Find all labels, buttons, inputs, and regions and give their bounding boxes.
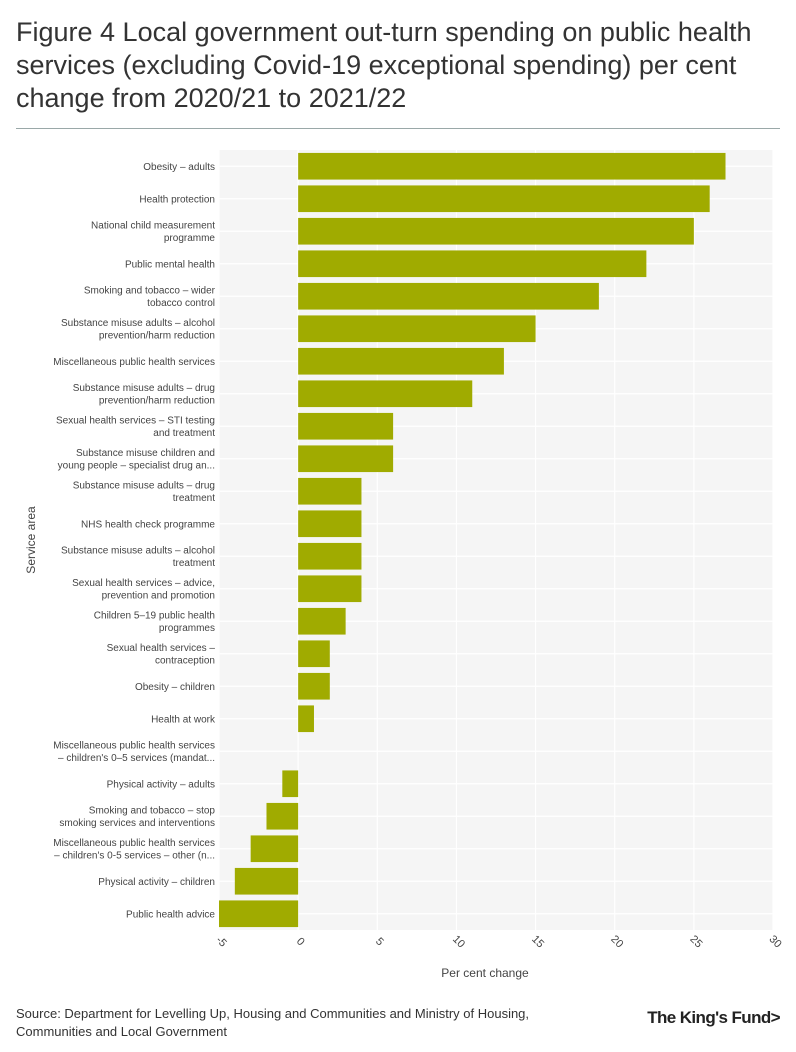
category-label: Public health advice [126, 909, 215, 920]
chart-title: Figure 4 Local government out-turn spend… [16, 17, 752, 113]
category-label: Sexual health services – STI testing and … [56, 416, 215, 440]
x-tick-label: 10 [450, 933, 467, 950]
bar [234, 867, 299, 895]
category-label: Physical activity – children [98, 877, 215, 888]
category-label: Public mental health [125, 259, 215, 270]
category-label: Physical activity – adults [107, 779, 215, 790]
bar [298, 152, 726, 180]
category-label: Sexual health services – advice, preventi… [72, 578, 215, 602]
category-label: Miscellaneous public health services – ch… [53, 838, 215, 862]
bars [219, 152, 726, 928]
x-tick-label: 5 [373, 935, 386, 948]
category-label: Smoking and tobacco – wider tobacco contr… [84, 286, 216, 310]
bar [298, 445, 394, 473]
bar [298, 347, 504, 375]
x-tick-labels: -5 0 5 10 15 20 25 30 [213, 933, 783, 950]
bar [298, 510, 362, 538]
x-tick-label: 0 [294, 935, 307, 948]
kings-fund-logo: The King's Fund> [647, 1008, 780, 1027]
bar [298, 477, 362, 505]
bar [298, 217, 694, 245]
bar [298, 412, 394, 440]
category-label: NHS health check programme [81, 519, 215, 530]
bar [298, 380, 473, 408]
bar [298, 315, 536, 343]
category-label: Substance misuse adults – drug treatment [73, 481, 216, 505]
x-tick-label: 15 [529, 933, 546, 950]
bar [298, 672, 330, 700]
category-label: Sexual health services – contraception [107, 643, 216, 667]
bar [298, 542, 362, 570]
x-axis-title: Per cent change [441, 966, 529, 980]
x-tick-label: 30 [767, 933, 784, 950]
category-label: Substance misuse adults – alcohol treatme… [61, 546, 215, 570]
x-tick-label: 25 [687, 933, 704, 950]
category-label: Substance misuse adults – drug prevention… [73, 383, 215, 407]
title-divider [16, 128, 780, 129]
bar [266, 802, 299, 830]
bar [298, 282, 599, 310]
category-label: Children 5–19 public health programmes [94, 611, 215, 635]
bar-chart: Obesity – adults Health protection Nationa… [24, 150, 784, 980]
y-axis-title: Service area [24, 506, 38, 574]
bar [298, 607, 346, 635]
category-label: Obesity – adults [143, 162, 215, 173]
category-label: Substance misuse adults – alcohol prevent… [61, 318, 215, 342]
bar [219, 900, 299, 928]
bar [298, 705, 314, 733]
category-label: Miscellaneous public health services – ch… [53, 741, 215, 765]
bar [298, 575, 362, 603]
category-label: Substance misuse children and young peopl… [58, 448, 215, 472]
category-label: Health at work [151, 714, 216, 725]
category-label: Smoking and tobacco – stop smoking servic… [59, 806, 215, 830]
plot-panel [219, 150, 773, 930]
category-label: National child measurement programme [91, 221, 215, 245]
category-label: Obesity – children [135, 682, 215, 693]
x-tick-label: -5 [213, 934, 228, 949]
x-tick-label: 20 [608, 933, 625, 950]
source-note: Source: Department for Levelling Up, Hou… [16, 1006, 530, 1039]
category-label: Miscellaneous public health services [53, 357, 215, 368]
bar [298, 185, 710, 213]
category-label: Health protection [139, 194, 215, 205]
bar [298, 250, 647, 278]
bar [298, 640, 330, 668]
bar [282, 770, 299, 798]
bar [250, 835, 299, 863]
category-labels: Obesity – adults Health protection Nationa… [53, 162, 216, 921]
